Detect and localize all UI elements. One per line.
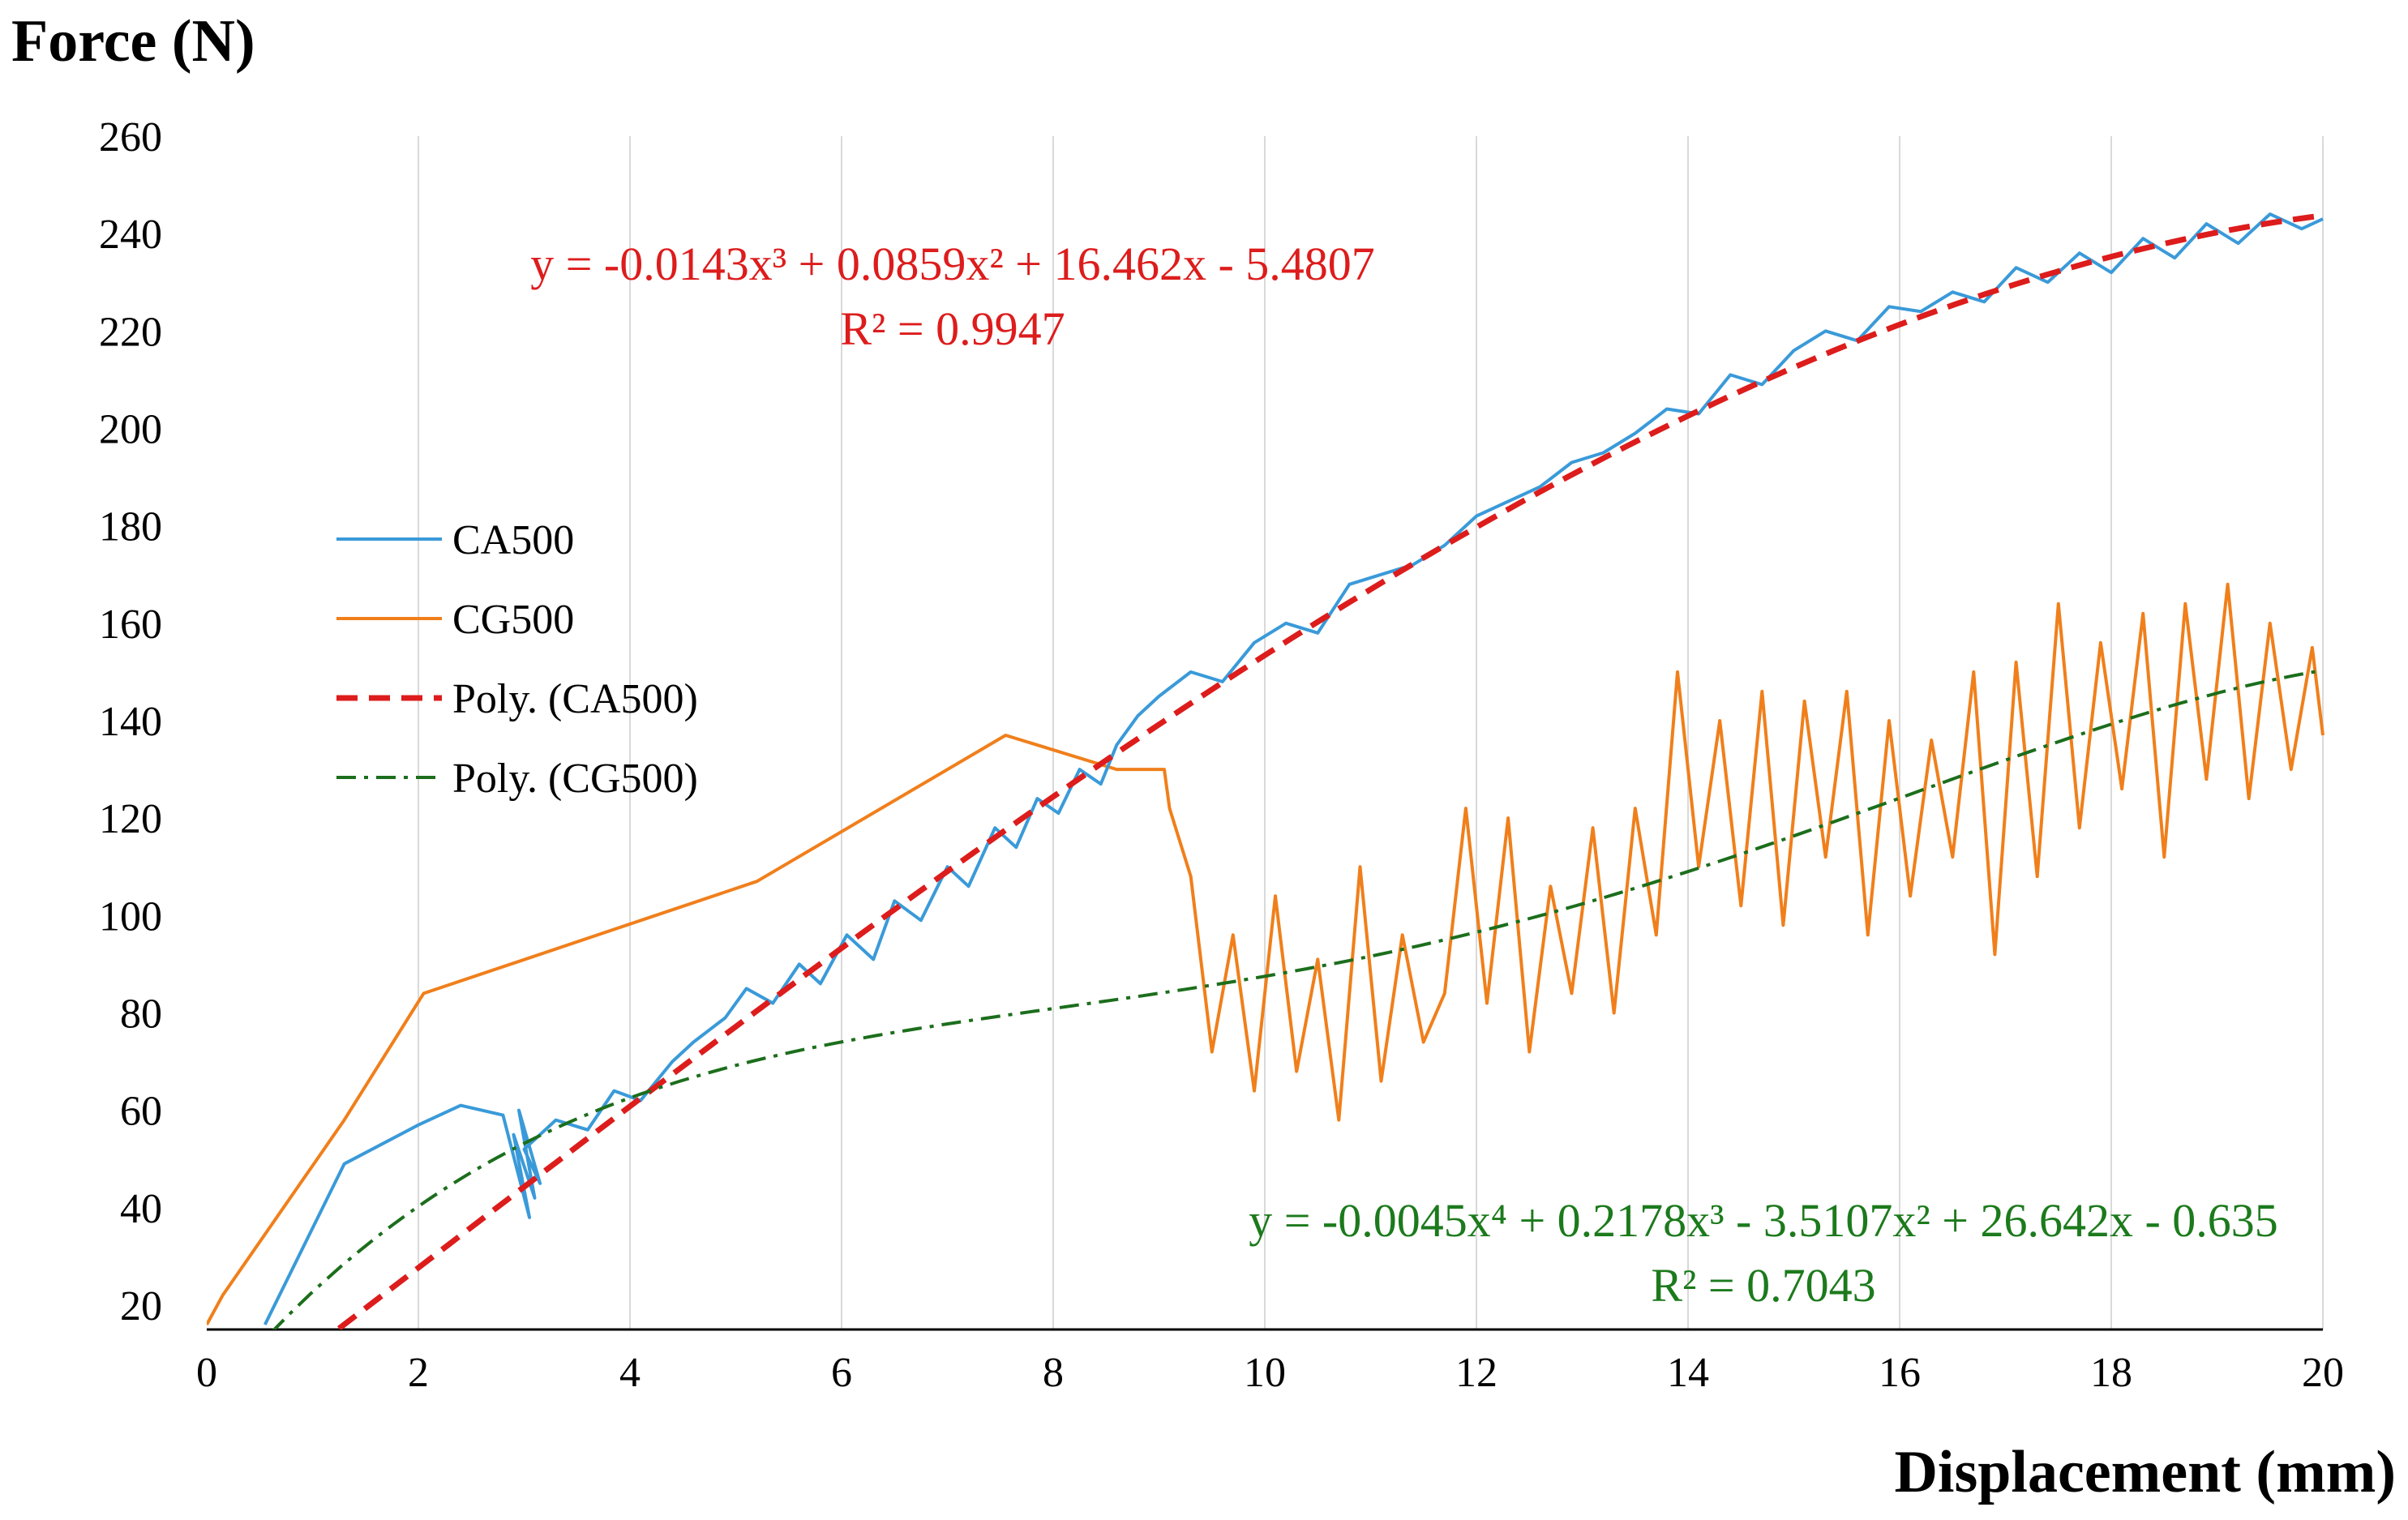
x-axis-title: Displacement (mm) (1894, 1439, 2396, 1505)
x-tick-label: 0 (196, 1350, 217, 1396)
y-tick-label: 180 (99, 504, 162, 550)
x-tick-label: 10 (1244, 1350, 1286, 1396)
plot-area (207, 212, 2324, 1329)
x-tick-label: 8 (1043, 1350, 1064, 1396)
y-tick-label: 20 (120, 1283, 162, 1329)
x-tick-label: 4 (619, 1350, 641, 1396)
y-tick-labels: 20 40 60 80 100 120 140 160 180 200 220 240 260 (99, 114, 162, 1329)
y-tick-label: 160 (99, 602, 162, 648)
y-tick-label: 60 (120, 1089, 162, 1135)
trendline-poly-ca500- (336, 212, 2324, 1329)
x-tick-label: 14 (1667, 1350, 1709, 1396)
gridlines (418, 136, 2324, 1329)
cg500-r-squared: R² = 0.7043 (1651, 1259, 1875, 1312)
ca500-r-squared: R² = 0.9947 (840, 302, 1065, 355)
legend-label: Poly. (CG500) (452, 756, 698, 802)
legend-label: Poly. (CA500) (452, 676, 698, 722)
y-axis-title: Force (N) (11, 8, 255, 75)
y-tick-label: 100 (99, 893, 162, 940)
x-tick-label: 2 (408, 1350, 429, 1396)
y-tick-label: 120 (99, 796, 162, 842)
legend-label: CG500 (452, 597, 574, 643)
x-tick-label: 12 (1455, 1350, 1498, 1396)
x-tick-label: 18 (2090, 1350, 2132, 1396)
y-tick-label: 220 (99, 309, 162, 355)
x-tick-label: 20 (2302, 1350, 2344, 1396)
x-tick-labels: 0 2 4 6 8 10 12 14 16 18 20 (196, 1350, 2344, 1396)
ca500-equation: y = -0.0143x³ + 0.0859x² + 16.462x - 5.4… (530, 238, 1375, 290)
legend: CA500 CG500 Poly. (CA500) Poly. (CG500) (336, 517, 698, 802)
y-tick-label: 200 (99, 406, 162, 452)
series-line-cg500 (207, 582, 2324, 1325)
x-tick-label: 6 (831, 1350, 852, 1396)
cg500-equation: y = -0.0045x⁴ + 0.2178x³ - 3.5107x² + 26… (1249, 1194, 2278, 1247)
y-tick-label: 140 (99, 699, 162, 745)
y-tick-label: 80 (120, 991, 162, 1037)
legend-label: CA500 (452, 517, 574, 563)
y-tick-label: 40 (120, 1186, 162, 1232)
y-tick-label: 240 (99, 212, 162, 258)
series-line-ca500 (264, 212, 2324, 1325)
trendline-poly-cg500- (272, 668, 2324, 1329)
y-tick-label: 260 (99, 114, 162, 161)
x-tick-label: 16 (1879, 1350, 1921, 1396)
